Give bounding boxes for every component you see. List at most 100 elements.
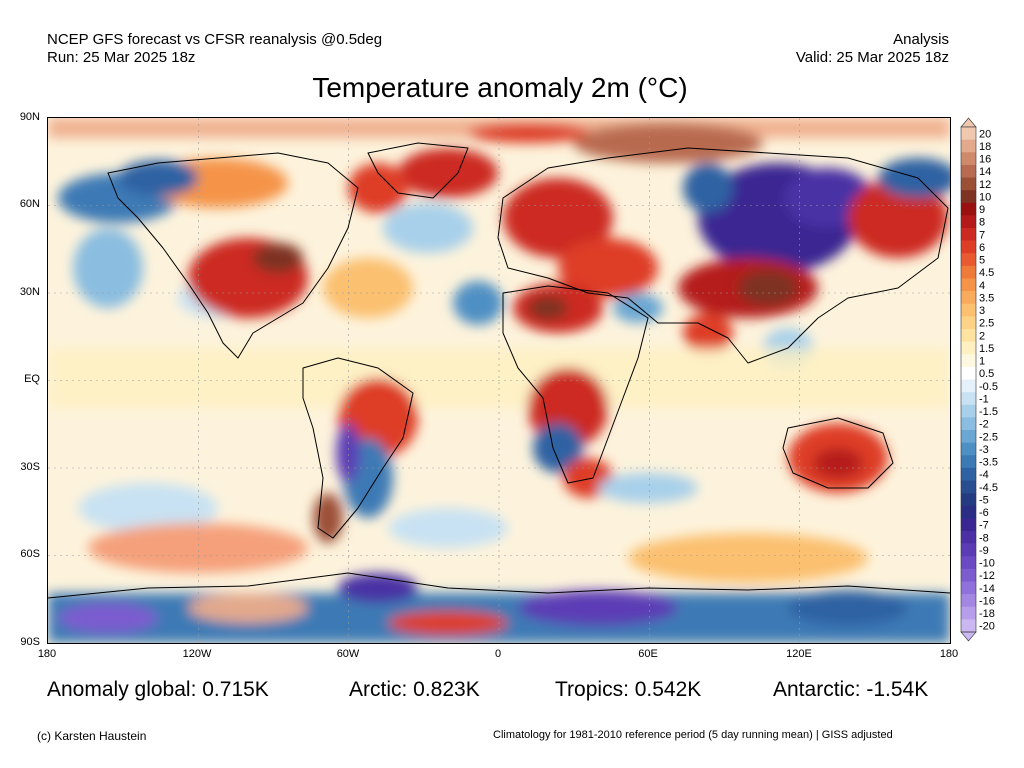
stat-global: Anomaly global: 0.715K (47, 678, 269, 701)
lat-label-30s: 30S (20, 461, 40, 473)
colorbar-label: 0.5 (979, 368, 994, 380)
lat-label-60n: 60N (19, 198, 40, 210)
colorbar-swatch (961, 518, 976, 532)
colorbar-swatch (961, 581, 976, 595)
lon-label-60e: 60E (638, 648, 658, 660)
colorbar-swatch (961, 568, 976, 582)
valid-time: Valid: 25 Mar 2025 18z (795, 49, 949, 66)
colorbar-label: -6 (979, 507, 989, 519)
colorbar-label: 4.5 (979, 267, 994, 279)
colorbar: 201816141210987654.543.532.521.510.5-0.5… (960, 117, 998, 642)
lat-label-90s: 90S (20, 636, 40, 648)
colorbar-label: -10 (979, 558, 995, 570)
colorbar-swatch (961, 467, 976, 481)
colorbar-swatch (961, 417, 976, 431)
colorbar-swatch (961, 543, 976, 557)
colorbar-swatch (961, 531, 976, 544)
colorbar-swatch (961, 455, 976, 469)
colorbar-swatch (961, 177, 976, 191)
model-description: NCEP GFS forecast vs CFSR reanalysis @0.… (47, 31, 383, 48)
lon-label-0: 0 (494, 648, 502, 660)
colorbar-swatch (961, 164, 976, 178)
colorbar-swatch (961, 493, 976, 507)
lon-label-120w: 120W (182, 648, 212, 660)
map-title: Temperature anomaly 2m (°C) (312, 72, 688, 103)
colorbar-swatch (961, 430, 976, 443)
colorbar-swatch (961, 366, 976, 380)
colorbar-label: -3.5 (979, 457, 998, 469)
anomaly-field (48, 118, 950, 643)
colorbar-swatch (961, 228, 976, 241)
anomaly-map (47, 117, 951, 644)
colorbar-swatch (961, 404, 976, 418)
colorbar-label: -3 (979, 444, 989, 456)
colorbar-label: 9 (979, 204, 985, 216)
colorbar-swatch (961, 291, 976, 305)
credit-text: (c) Karsten Haustein (37, 729, 147, 743)
colorbar-swatch (961, 127, 976, 140)
lat-label-90n: 90N (19, 111, 40, 123)
colorbar-swatch (961, 505, 976, 519)
graticule (48, 118, 950, 643)
colorbar-label: 16 (979, 154, 991, 166)
colorbar-swatch (961, 556, 976, 570)
colorbar-swatch (961, 202, 976, 216)
colorbar-swatch (961, 341, 976, 355)
colorbar-swatch (961, 139, 976, 153)
climatology-note: Climatology for 1981-2010 reference peri… (493, 729, 893, 741)
colorbar-swatch (961, 329, 976, 342)
colorbar-label: -8 (979, 532, 989, 544)
colorbar-swatch (961, 240, 976, 254)
colorbar-swatch (961, 190, 976, 204)
colorbar-swatch (961, 215, 976, 229)
colorbar-swatch (961, 379, 976, 393)
colorbar-label: -12 (979, 570, 995, 582)
colorbar-swatch (961, 354, 976, 368)
lon-label-60w: 60W (336, 648, 360, 660)
lat-label-eq: EQ (24, 373, 40, 385)
colorbar-label: -16 (979, 595, 995, 607)
lat-label-60s: 60S (20, 548, 40, 560)
colorbar-swatch (961, 278, 976, 292)
stat-tropics: Tropics: 0.542K (555, 678, 702, 701)
colorbar-swatch (961, 442, 976, 456)
colorbar-label: -7 (979, 520, 989, 532)
analysis-label: Analysis (893, 31, 949, 48)
colorbar-label: -18 (979, 608, 995, 620)
colorbar-label: -1.5 (979, 406, 998, 418)
colorbar-label: -4 (979, 469, 989, 481)
lat-label-30n: 30N (19, 286, 40, 298)
colorbar-label: -5 (979, 494, 989, 506)
colorbar-label: -14 (979, 583, 995, 595)
colorbar-swatch (961, 316, 976, 330)
lon-label-120e: 120E (786, 648, 812, 660)
colorbar-label: 2 (979, 330, 985, 342)
colorbar-swatch (961, 303, 976, 317)
colorbar-min-arrow (960, 631, 977, 642)
colorbar-label: 12 (979, 179, 991, 191)
colorbar-label: -2.5 (979, 431, 998, 443)
colorbar-swatch (961, 480, 976, 494)
colorbar-swatch (961, 606, 976, 620)
colorbar-max-arrow (960, 117, 977, 128)
colorbar-label: 6 (979, 242, 985, 254)
run-time: Run: 25 Mar 2025 18z (47, 49, 196, 66)
stat-antarctic: Antarctic: -1.54K (773, 678, 929, 701)
colorbar-swatch (961, 265, 976, 279)
colorbar-outline (960, 126, 977, 633)
colorbar-swatch (961, 619, 976, 633)
colorbar-label: 4 (979, 280, 985, 292)
colorbar-label: 7 (979, 229, 985, 241)
colorbar-swatch (961, 152, 976, 166)
colorbar-label: 18 (979, 141, 991, 153)
colorbar-label: 20 (979, 128, 991, 140)
colorbar-label: -9 (979, 545, 989, 557)
colorbar-swatch (961, 392, 976, 406)
stat-arctic: Arctic: 0.823K (349, 678, 480, 701)
colorbar-label: 3.5 (979, 292, 994, 304)
colorbar-label: -20 (979, 621, 995, 633)
lon-label-180e: 180 (939, 648, 959, 660)
coastlines (48, 142, 950, 599)
colorbar-label: 1.5 (979, 343, 994, 355)
anomaly-map-svg (48, 118, 950, 643)
